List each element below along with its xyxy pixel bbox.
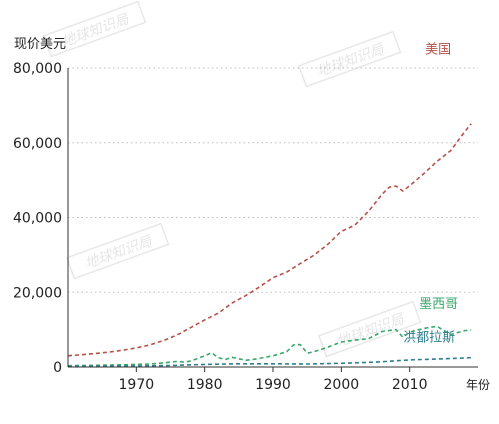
y-tick-label: 40,000 <box>13 211 62 227</box>
y-tick-label: 20,000 <box>13 285 62 301</box>
x-tick-label: 1970 <box>119 377 155 393</box>
series-layer <box>67 123 472 368</box>
series-line-1 <box>67 325 472 367</box>
x-tick-label: 2010 <box>392 377 428 393</box>
watermark-frame <box>42 0 147 58</box>
series-label-1: 墨西哥 <box>419 297 458 312</box>
x-tick-label: 1980 <box>187 377 223 393</box>
axis-layer: 现价美元 年份 1970 1980 1990 2000 2010 <box>14 37 490 393</box>
y-axis-title: 现价美元 <box>14 37 66 52</box>
series-line-0 <box>67 123 472 357</box>
watermark-2: 地球知识局 <box>65 222 170 280</box>
watermark-frame <box>317 300 422 358</box>
y-tick-label: 0 <box>53 360 62 376</box>
watermark-3: 地球知识局 <box>317 300 422 358</box>
y-tick-label: 80,000 <box>13 61 62 77</box>
x-tick-label: 1990 <box>255 377 291 393</box>
x-axis-title: 年份 <box>466 378 490 392</box>
y-tick-label: 60,000 <box>13 136 62 152</box>
watermark-1: 地球知识局 <box>297 30 402 88</box>
x-tick-label: 2000 <box>324 377 360 393</box>
series-label-2: 洪都拉斯 <box>403 331 455 346</box>
grid-layer: 0 20,000 40,000 60,000 80,000 <box>13 61 478 376</box>
series-line-2 <box>67 356 472 368</box>
watermark-frame <box>297 30 402 88</box>
watermark-frame <box>65 222 170 280</box>
series-label-0: 美国 <box>425 43 451 58</box>
